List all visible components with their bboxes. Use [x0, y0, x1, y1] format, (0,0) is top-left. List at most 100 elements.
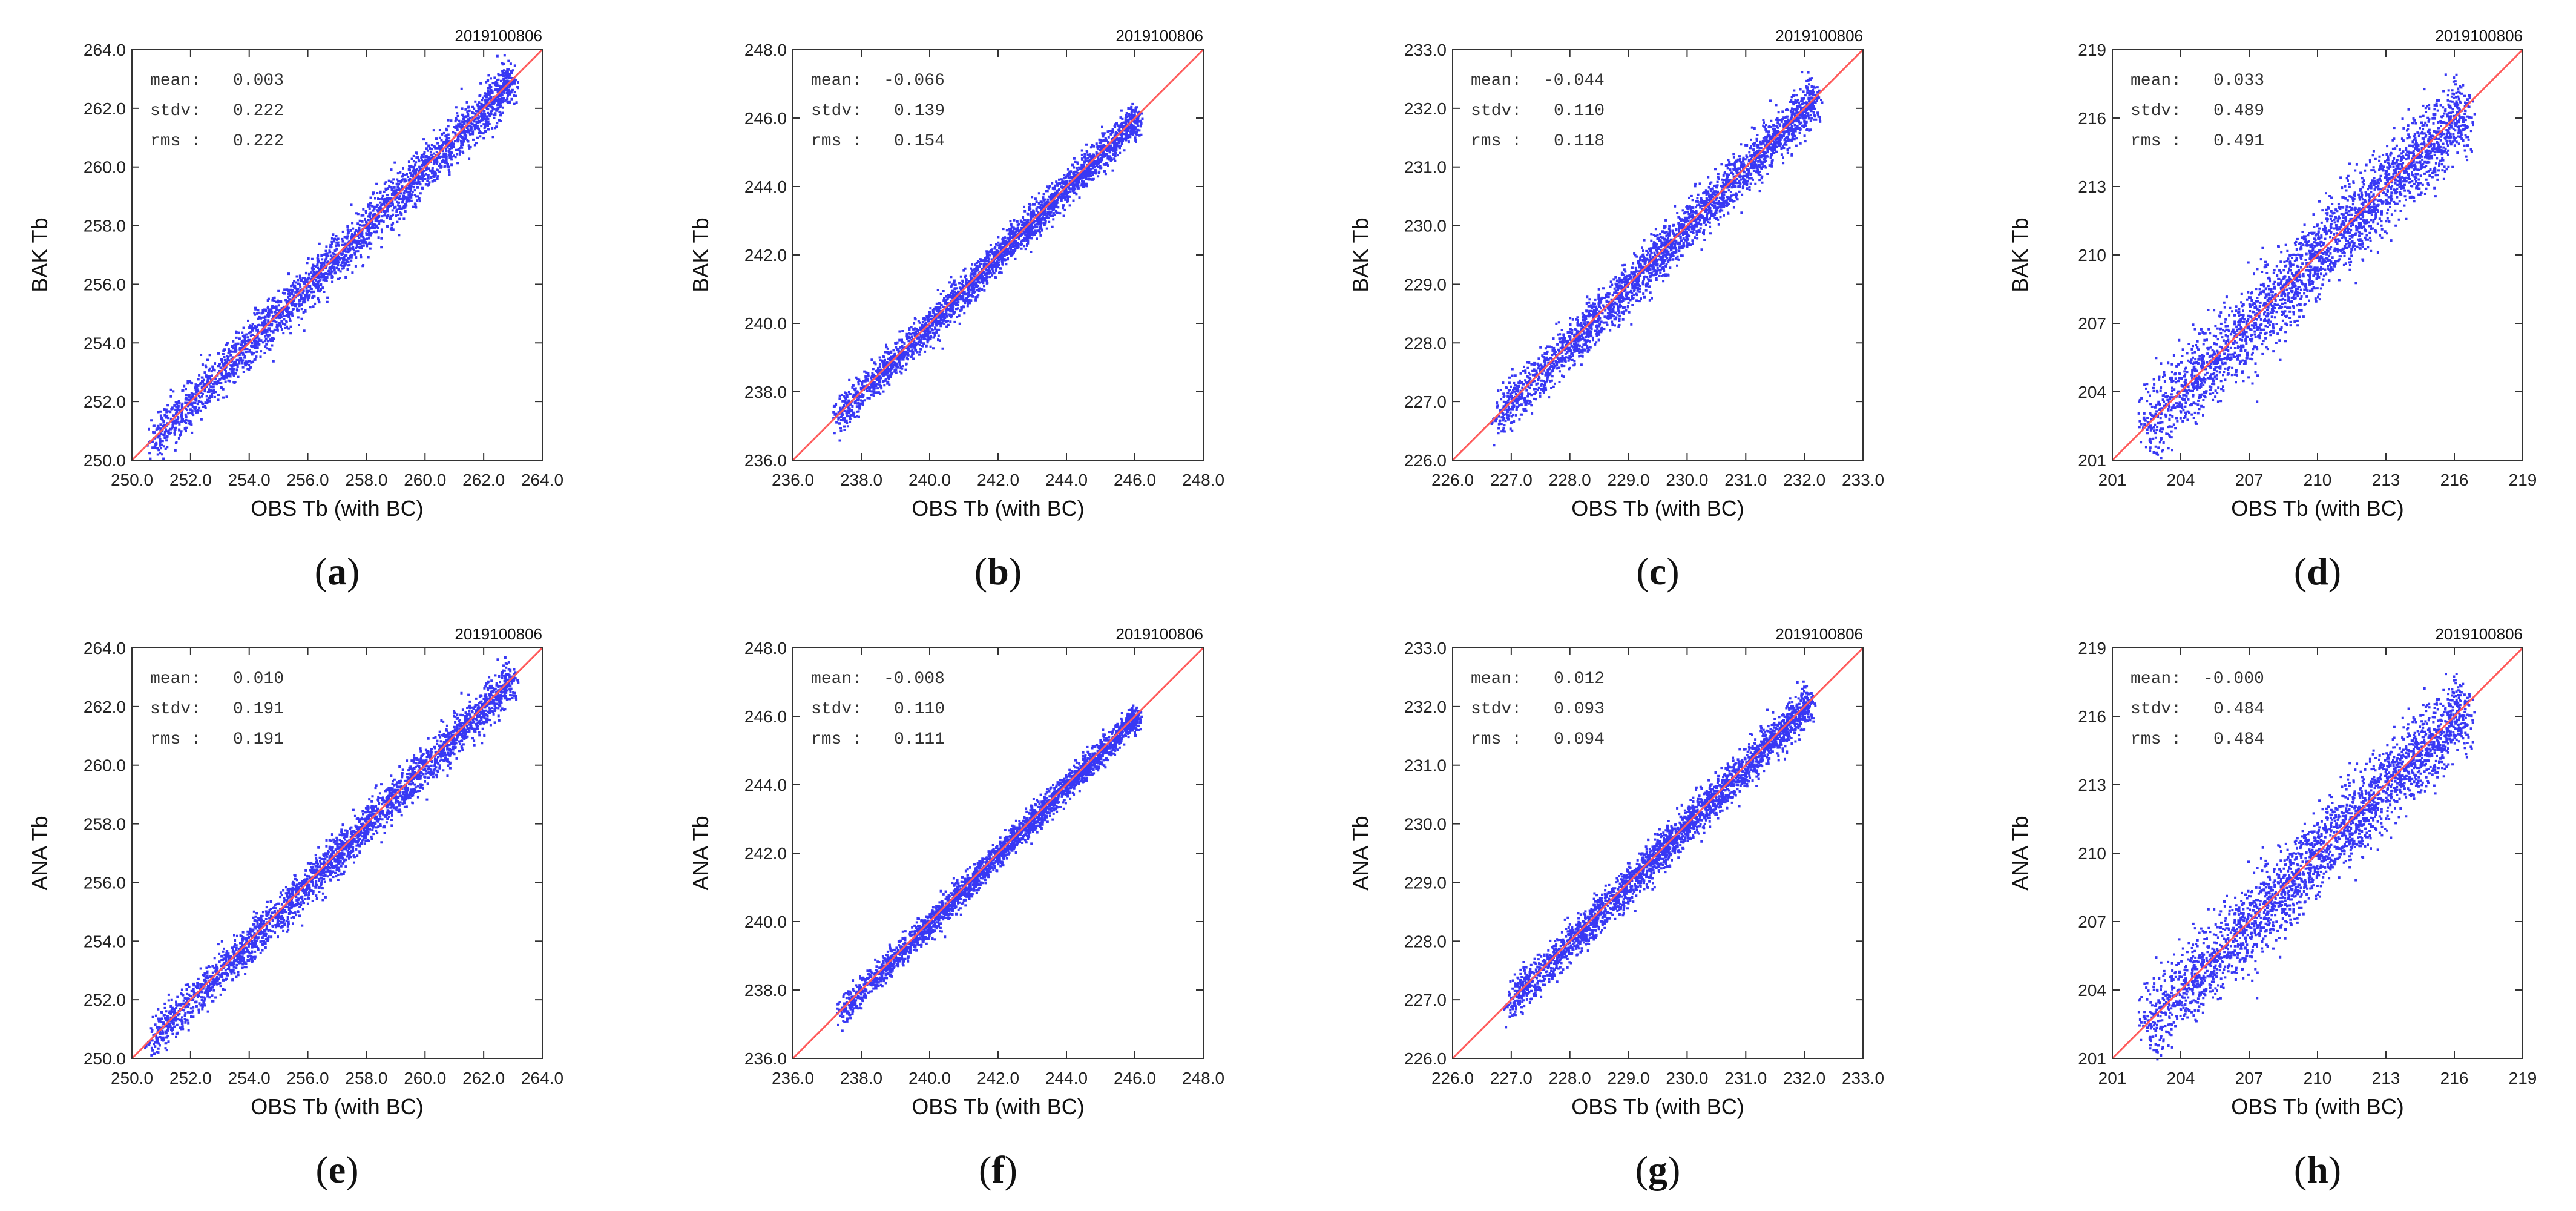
- y-tick-label: 232.0: [1404, 99, 1447, 118]
- panel-caption: (d): [2294, 550, 2341, 593]
- y-tick-label: 252.0: [84, 392, 126, 411]
- stat-label: stdv:: [2131, 102, 2181, 120]
- x-tick-label: 238.0: [840, 470, 882, 489]
- x-tick-label: 256.0: [287, 470, 329, 489]
- stat-label: mean:: [2131, 670, 2181, 688]
- stat-value: 0.003: [233, 71, 284, 90]
- x-tick-label: 230.0: [1666, 470, 1708, 489]
- x-tick-label: 260.0: [404, 470, 446, 489]
- panel-caption: (b): [974, 550, 1022, 593]
- x-axis-label: OBS Tb (with BC): [251, 496, 423, 521]
- reference-line-y-equals-x: [792, 647, 1204, 1060]
- y-tick-label: 204: [2078, 383, 2106, 401]
- x-tick-label: 258.0: [345, 470, 387, 489]
- x-tick-label: 240.0: [908, 470, 951, 489]
- x-tick-label: 236.0: [772, 470, 814, 489]
- scatter-point-cloud: [1502, 680, 1817, 1029]
- y-tick-label: 216: [2078, 109, 2106, 128]
- y-tick-label: 244.0: [744, 177, 787, 196]
- stat-label: stdv:: [150, 700, 201, 719]
- stat-label: mean:: [1471, 670, 1522, 688]
- scatter-panel-a: 250.0 252.0 254.0 256.0 258.0 260.0 262.0 264.0…: [27, 27, 564, 593]
- y-tick-label: 227.0: [1404, 991, 1447, 1009]
- x-tick-label: 207: [2235, 1069, 2264, 1087]
- date-stamp: 2019100806: [1116, 27, 1203, 45]
- y-tick-label: 231.0: [1404, 158, 1447, 177]
- stat-label: mean:: [811, 670, 862, 688]
- stat-label: stdv:: [1471, 102, 1522, 120]
- panel-caption: (g): [1635, 1148, 1681, 1191]
- stat-value: 0.118: [1554, 132, 1605, 151]
- scatter-panel-b: 236.0 238.0 240.0 242.0 244.0 246.0 248.0 236.0…: [688, 27, 1224, 593]
- stats-block: mean: 0.010 stdv: 0.191 rms : 0.191: [150, 670, 284, 749]
- x-tick-label: 210: [2304, 1069, 2332, 1087]
- x-tick-label: 246.0: [1114, 1069, 1156, 1087]
- caption-letter: g: [1648, 1148, 1668, 1191]
- scatter-points-g: [1502, 680, 1817, 1029]
- reference-line-y-equals-x: [131, 647, 544, 1060]
- x-tick-label: 204: [2167, 470, 2195, 489]
- y-tick-label: 238.0: [744, 383, 787, 401]
- y-tick-label: 204: [2078, 981, 2106, 1000]
- x-tick-label: 226.0: [1431, 470, 1474, 489]
- stat-value: 0.093: [1554, 700, 1605, 719]
- x-axis-label: OBS Tb (with BC): [2231, 1094, 2404, 1119]
- y-axis-label: BAK Tb: [688, 217, 713, 292]
- scatter-panel-f: 236.0 238.0 240.0 242.0 244.0 246.0 248.0 236.0…: [688, 625, 1224, 1191]
- y-tick-label: 229.0: [1404, 275, 1447, 294]
- x-tick-label: 250.0: [111, 470, 153, 489]
- x-tick-label: 262.0: [462, 1069, 505, 1087]
- y-tick-label: 207: [2078, 912, 2106, 931]
- x-tick-label: 233.0: [1842, 470, 1884, 489]
- y-tick-label: 236.0: [744, 1049, 787, 1068]
- date-stamp: 2019100806: [2435, 27, 2523, 45]
- stat-value: 0.484: [2213, 730, 2264, 749]
- scatter-panel-h: 201 204 207 210 213 216 219 201 204 207 210 213 216 2…: [2008, 625, 2537, 1191]
- x-axis-label: OBS Tb (with BC): [2231, 496, 2404, 521]
- caption-paren-close: ): [1668, 1148, 1680, 1191]
- x-tick-label: 244.0: [1045, 470, 1088, 489]
- y-tick-label: 242.0: [744, 246, 787, 265]
- scatter-point-cloud: [1490, 71, 1824, 447]
- y-tick-label: 216: [2078, 707, 2106, 726]
- scatter-points-f: [836, 704, 1143, 1032]
- x-tick-label: 242.0: [977, 1069, 1019, 1087]
- caption-letter: c: [1649, 550, 1666, 593]
- caption-paren-open: (: [974, 550, 987, 593]
- x-tick-label: 213: [2372, 1069, 2400, 1087]
- x-tick-label: 238.0: [840, 1069, 882, 1087]
- x-tick-label: 232.0: [1783, 1069, 1825, 1087]
- y-tick-label: 226.0: [1404, 451, 1447, 470]
- caption-paren-close: ): [2328, 1148, 2341, 1191]
- y-tick-label: 250.0: [84, 451, 126, 470]
- x-tick-label: 229.0: [1608, 1069, 1650, 1087]
- caption-letter: d: [2307, 550, 2328, 593]
- scatter-points-b: [832, 102, 1144, 442]
- y-tick-label: 230.0: [1404, 217, 1447, 236]
- reference-line-y-equals-x: [131, 48, 544, 461]
- y-axis-label: ANA Tb: [1348, 816, 1373, 890]
- x-tick-label: 256.0: [287, 1069, 329, 1087]
- caption-paren-close: ): [1005, 1148, 1017, 1191]
- scatter-panel-d: 201 204 207 210 213 216 219 201 204 207 210 213 216 2…: [2008, 27, 2537, 593]
- y-tick-label: 231.0: [1404, 756, 1447, 775]
- stat-label: stdv:: [150, 102, 201, 120]
- y-tick-label: 230.0: [1404, 815, 1447, 834]
- stat-value: 0.222: [233, 102, 284, 120]
- y-tick-label: 246.0: [744, 707, 787, 726]
- stat-value: 0.012: [1554, 670, 1605, 688]
- x-tick-label: 232.0: [1783, 470, 1825, 489]
- y-axis-label: ANA Tb: [2008, 816, 2032, 890]
- x-tick-label: 242.0: [977, 470, 1019, 489]
- stat-value: 0.491: [2213, 132, 2264, 151]
- x-tick-label: 246.0: [1114, 470, 1156, 489]
- x-tick-label: 213: [2372, 470, 2400, 489]
- panel-caption: (h): [2294, 1148, 2341, 1191]
- y-tick-label: 228.0: [1404, 932, 1447, 951]
- caption-paren-close: ): [1666, 550, 1679, 593]
- date-stamp: 2019100806: [1116, 625, 1203, 643]
- caption-letter: e: [329, 1148, 346, 1191]
- x-axis-label: OBS Tb (with BC): [1571, 496, 1744, 521]
- y-tick-label: 210: [2078, 844, 2106, 863]
